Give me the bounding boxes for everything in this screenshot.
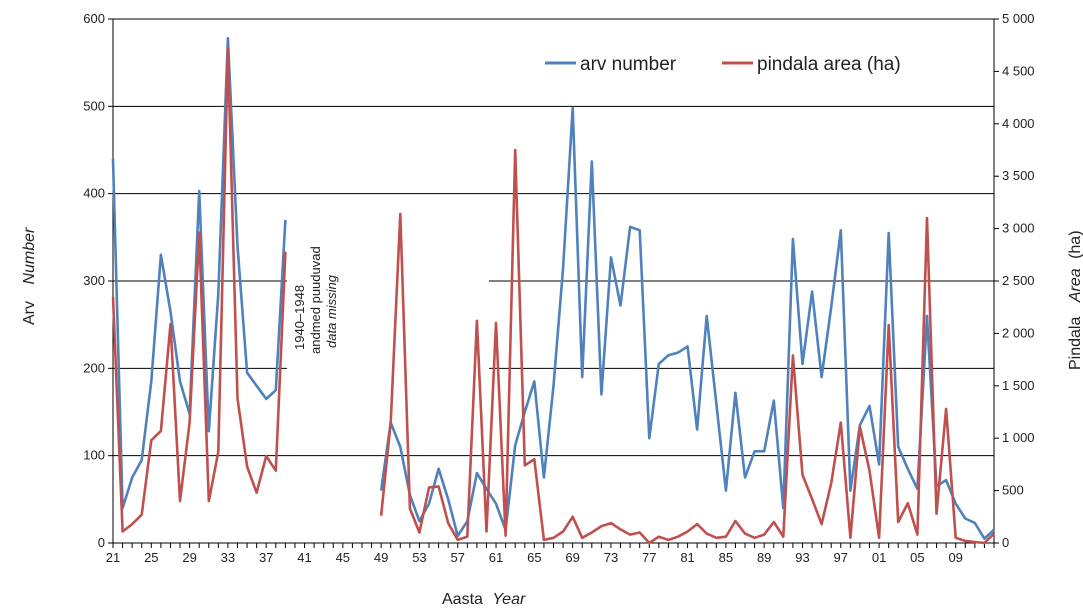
y-axis-right-title-main: Pindala (1067, 317, 1083, 370)
y-right-tick-label: 5 000 (1002, 11, 1035, 26)
legend: arv number pindala area (ha) (545, 54, 901, 75)
x-tick-label: 29 (182, 550, 196, 565)
y-right-tick-label: 2 000 (1002, 325, 1035, 340)
x-tick-label: 53 (412, 550, 426, 565)
y-axis-right-title: Pindala Area (ha) (1067, 230, 1083, 370)
series-line-arv-number (379, 106, 995, 540)
y-right-tick-label: 3 500 (1002, 168, 1035, 183)
x-axis-title-main: Aasta (442, 591, 483, 608)
y-left-tick-label: 500 (83, 98, 105, 113)
annotation-years: 1940–1948 (292, 285, 307, 350)
y-axis-right-title-italic: Area (1067, 268, 1083, 303)
x-tick-label: 81 (680, 550, 694, 565)
y-axis-left-title-main: Arv (21, 301, 38, 325)
y-left-tick-label: 200 (83, 360, 105, 375)
y-right-tick-label: 0 (1002, 535, 1009, 550)
x-tick-label: 25 (144, 550, 158, 565)
y-right-tick-label: 3 000 (1002, 221, 1035, 236)
x-tick-label: 01 (872, 550, 886, 565)
x-tick-label: 73 (604, 550, 618, 565)
y-left-tick-label: 600 (83, 11, 105, 26)
series-line-arv-number (111, 36, 287, 510)
y-left-tick-label: 100 (83, 448, 105, 463)
x-tick-label: 65 (527, 550, 541, 565)
x-tick-label: 85 (719, 550, 733, 565)
x-tick-label: 21 (106, 550, 120, 565)
y-right-tick-label: 2 500 (1002, 273, 1035, 288)
y-axis-left: 0 100 200 300 400 500 600 (83, 11, 113, 550)
y-right-tick-label: 500 (1002, 483, 1024, 498)
x-tick-label: 61 (489, 550, 503, 565)
x-tick-label: 09 (948, 550, 962, 565)
annotation-english: data missing (324, 274, 339, 348)
legend-label-arv-number: arv number (580, 54, 677, 75)
x-tick-label: 33 (221, 550, 235, 565)
x-tick-label: 93 (795, 550, 809, 565)
x-tick-label: 77 (642, 550, 656, 565)
x-tick-label: 89 (757, 550, 771, 565)
legend-label-pindala-area: pindala area (ha) (757, 54, 901, 75)
x-axis: 21 25 29 33 37 41 45 49 53 57 61 65 69 73 77 81 85 89 93 97… (106, 543, 995, 565)
y-axis-right: 0 500 1 000 1 500 2 000 2 500 3 000 3 500 4 000 4… (994, 11, 1035, 550)
y-left-tick-label: 300 (83, 273, 105, 288)
x-tick-label: 97 (834, 550, 848, 565)
x-axis-title-italic: Year (492, 591, 526, 608)
x-tick-label: 69 (565, 550, 579, 565)
y-axis-right-title-unit: (ha) (1067, 230, 1083, 258)
series-lines (111, 36, 995, 545)
y-axis-left-title: Arv Number (21, 227, 38, 325)
y-right-tick-label: 4 500 (1002, 63, 1035, 78)
x-tick-label: 05 (910, 550, 924, 565)
series-line-pindala-area (379, 148, 995, 545)
x-tick-label: 49 (374, 550, 388, 565)
x-axis-title: Aasta Year (442, 591, 526, 608)
y-axis-left-title-italic: Number (21, 227, 38, 285)
x-tick-label: 57 (451, 550, 465, 565)
x-tick-label: 41 (297, 550, 311, 565)
series-line-pindala-area (111, 47, 287, 533)
y-left-tick-label: 0 (98, 535, 105, 550)
annotation-estonian: andmed puuduvad (308, 246, 323, 354)
y-right-tick-label: 1 000 (1002, 430, 1035, 445)
x-tick-label: 45 (336, 550, 350, 565)
y-left-tick-label: 400 (83, 186, 105, 201)
y-right-tick-label: 4 000 (1002, 116, 1035, 131)
grid-lines (112, 18, 995, 544)
x-tick-label: 37 (259, 550, 273, 565)
y-right-tick-label: 1 500 (1002, 378, 1035, 393)
data-missing-annotation: 1940–1948 andmed puuduvad data missing (292, 246, 339, 354)
